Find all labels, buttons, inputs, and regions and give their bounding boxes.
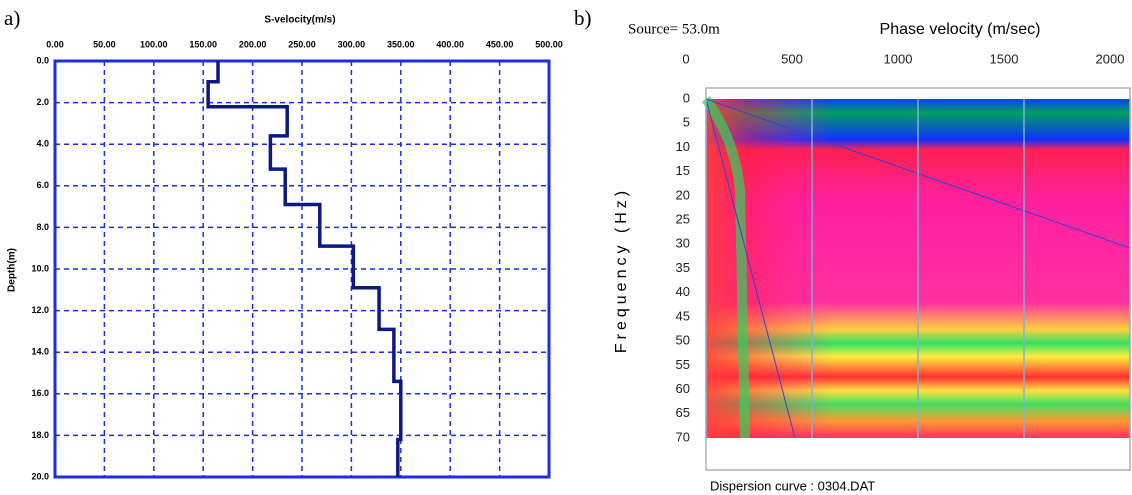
y-tick-label: 0	[683, 90, 690, 105]
y-tick-label: 8.0	[36, 222, 49, 232]
y-tick-label: 55	[676, 357, 690, 372]
x-tick-label: 300.00	[338, 39, 366, 49]
y-tick-label: 14.0	[31, 347, 49, 357]
y-tick-label: 30	[676, 236, 690, 251]
y-tick-label: 40	[676, 284, 690, 299]
panel-label: a)	[4, 6, 20, 30]
x-tick-label: 500	[781, 51, 803, 66]
plot-border	[53, 59, 551, 479]
y-tick-label: 60	[676, 381, 690, 396]
x-tick-label: 450.00	[486, 39, 514, 49]
x-tick-label: 1000	[884, 51, 913, 66]
x-tick-label: 1500	[990, 51, 1019, 66]
y-tick-label: 5	[683, 115, 690, 130]
x-tick-label: 500.00	[535, 39, 563, 49]
y-tick-label: 16.0	[31, 388, 49, 398]
y-tick-label: 25	[676, 212, 690, 227]
subtitle: Source= 53.0m	[628, 21, 720, 37]
y-tick-label: 18.0	[31, 430, 49, 440]
footer-note: Dispersion curve : 0304.DAT	[710, 478, 875, 493]
x-tick-label: 0.00	[46, 39, 64, 49]
y-tick-label: 70	[676, 429, 690, 444]
x-tick-label: 0	[682, 51, 689, 66]
dispersion-ridge	[701, 96, 750, 439]
x-tick-label: 50.00	[93, 39, 116, 49]
y-tick-label: 65	[676, 405, 690, 420]
x-tick-label: 400.00	[436, 39, 464, 49]
y-tick-label: 20	[676, 187, 690, 202]
y-tick-label: 50	[676, 333, 690, 348]
y-tick-label: 20.0	[31, 471, 49, 481]
x-tick-label: 150.00	[189, 39, 217, 49]
y-tick-label: 15	[676, 163, 690, 178]
y-tick-label: 0.0	[36, 55, 49, 65]
x-axis-title: S-velocity(m/s)	[264, 15, 335, 26]
x-axis-title: Phase velocity (m/sec)	[880, 21, 1041, 38]
guide-line	[705, 98, 796, 439]
y-axis-title: Frequency (Hz)	[613, 187, 630, 353]
y-tick-label: 35	[676, 260, 690, 275]
y-tick-label: 12.0	[31, 305, 49, 315]
y-tick-label: 45	[676, 308, 690, 323]
y-tick-label: 4.0	[36, 139, 49, 149]
y-tick-label: 2.0	[36, 97, 49, 107]
y-tick-label: 10.0	[31, 263, 49, 273]
y-tick-label: 6.0	[36, 180, 49, 190]
velocity-profile	[206, 61, 403, 477]
x-tick-label: 200.00	[239, 39, 267, 49]
x-tick-label: 250.00	[288, 39, 316, 49]
panel-label: b)	[574, 6, 592, 30]
y-tick-label: 10	[676, 139, 690, 154]
x-tick-label: 350.00	[387, 39, 415, 49]
x-tick-label: 2000	[1096, 51, 1125, 66]
y-axis-title: Depth(m)	[7, 248, 18, 292]
x-tick-label: 100.00	[140, 39, 168, 49]
